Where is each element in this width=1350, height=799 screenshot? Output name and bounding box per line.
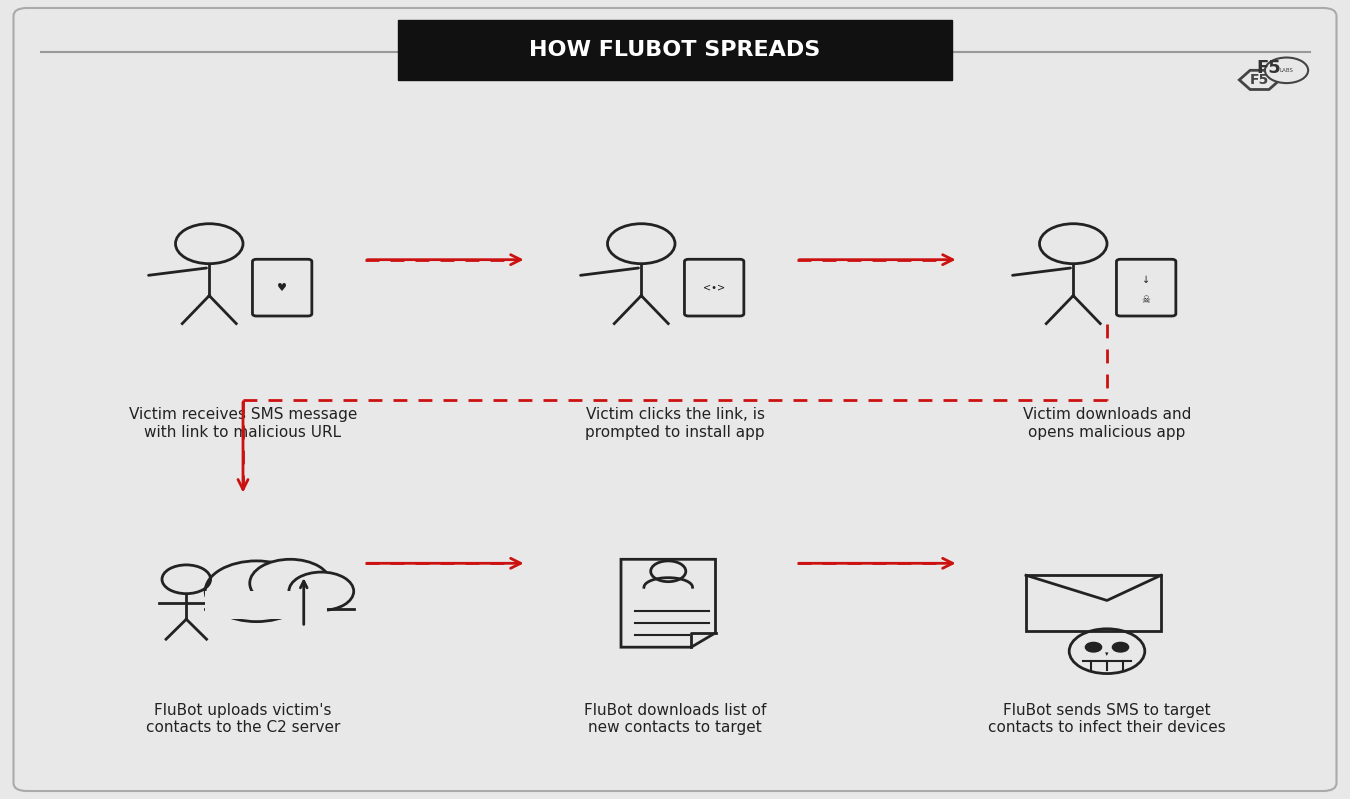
Text: ☠: ☠ (1142, 295, 1150, 304)
Circle shape (1085, 642, 1102, 652)
Text: Victim clicks the link, is
prompted to install app: Victim clicks the link, is prompted to i… (585, 407, 765, 439)
Text: F5: F5 (1257, 59, 1281, 77)
Text: FluBot downloads list of
new contacts to target: FluBot downloads list of new contacts to… (583, 703, 767, 735)
Text: HOW FLUBOT SPREADS: HOW FLUBOT SPREADS (529, 39, 821, 60)
FancyBboxPatch shape (205, 591, 327, 619)
Circle shape (250, 559, 331, 607)
Text: ♥: ♥ (277, 283, 288, 292)
Text: Victim downloads and
opens malicious app: Victim downloads and opens malicious app (1023, 407, 1191, 439)
Text: FluBot uploads victim's
contacts to the C2 server: FluBot uploads victim's contacts to the … (146, 703, 340, 735)
Text: FluBot sends SMS to target
contacts to infect their devices: FluBot sends SMS to target contacts to i… (988, 703, 1226, 735)
Circle shape (289, 572, 354, 610)
FancyBboxPatch shape (398, 20, 952, 80)
Circle shape (205, 561, 308, 622)
FancyBboxPatch shape (14, 8, 1336, 791)
Text: LABS: LABS (1280, 68, 1293, 73)
Text: ↓: ↓ (1142, 275, 1150, 284)
Text: <•>: <•> (703, 283, 725, 292)
Circle shape (1265, 58, 1308, 83)
Text: ▾: ▾ (1106, 651, 1108, 658)
Circle shape (1112, 642, 1129, 652)
Text: Victim receives SMS message
with link to malicious URL: Victim receives SMS message with link to… (128, 407, 358, 439)
Text: F5: F5 (1250, 73, 1269, 87)
